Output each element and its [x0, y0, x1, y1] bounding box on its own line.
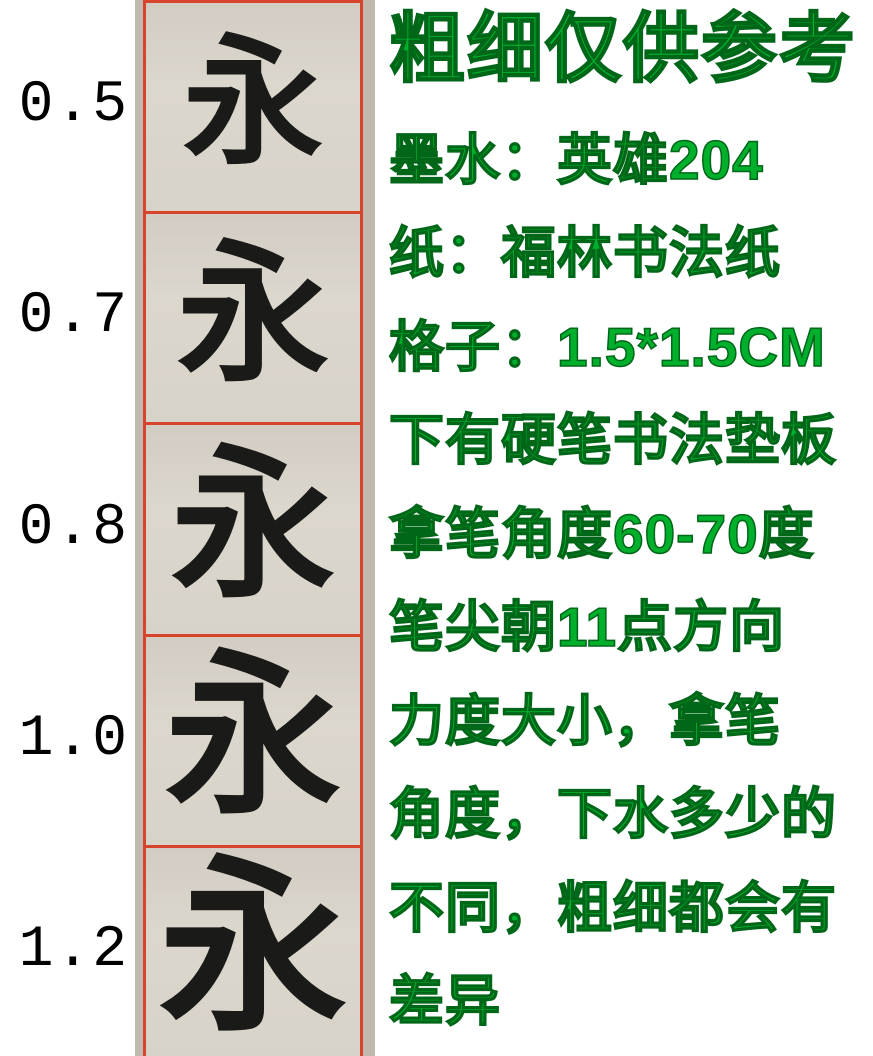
info-line: 角度，下水多少的	[389, 768, 863, 862]
info-heading: 粗细仅供参考	[389, 8, 863, 92]
grid-cell: 永	[146, 211, 360, 422]
info-block: 墨水：英雄204 纸：福林书法纸 格子：1.5*1.5CM 下有硬笔书法垫板 拿…	[389, 114, 863, 1049]
size-label: 1.2	[0, 845, 135, 1056]
info-line: 差异	[389, 955, 863, 1049]
calligraphy-char: 永	[171, 446, 335, 610]
info-line: 格子：1.5*1.5CM	[389, 301, 863, 395]
info-text-column: 粗细仅供参考 墨水：英雄204 纸：福林书法纸 格子：1.5*1.5CM 下有硬…	[375, 0, 873, 1056]
info-line: 笔尖朝11点方向	[389, 581, 863, 675]
calligraphy-char: 永	[165, 651, 341, 827]
info-line: 下有硬笔书法垫板	[389, 394, 863, 488]
calligraphy-char: 永	[177, 240, 329, 392]
calligraphy-grid-column: 永 永 永 永 永	[135, 0, 375, 1056]
page-container: 0.5 0.7 0.8 1.0 1.2 永 永 永 永 永 粗细仅供参考	[0, 0, 873, 1056]
info-line: 纸：福林书法纸	[389, 207, 863, 301]
size-label-column: 0.5 0.7 0.8 1.0 1.2	[0, 0, 135, 1056]
size-label: 0.5	[0, 0, 135, 211]
size-label: 0.7	[0, 211, 135, 422]
info-line: 不同，粗细都会有	[389, 862, 863, 956]
grid-cell: 永	[146, 634, 360, 845]
grid-cell: 永	[146, 0, 360, 211]
grid-cell: 永	[146, 845, 360, 1056]
info-line: 拿笔角度60-70度	[389, 488, 863, 582]
size-label: 1.0	[0, 634, 135, 845]
grid-cell: 永	[146, 422, 360, 633]
info-line: 墨水：英雄204	[389, 114, 863, 208]
calligraphy-char: 永	[159, 856, 347, 1044]
size-label: 0.8	[0, 422, 135, 633]
info-line: 力度大小，拿笔	[389, 675, 863, 769]
calligraphy-char: 永	[183, 35, 323, 175]
calligraphy-grid-strip: 永 永 永 永 永	[143, 0, 363, 1056]
